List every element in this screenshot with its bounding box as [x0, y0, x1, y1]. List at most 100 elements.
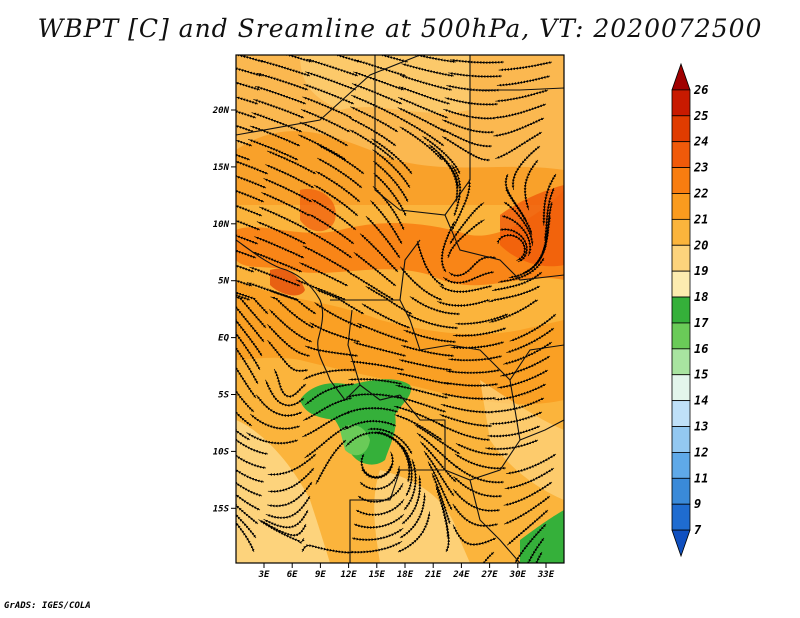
lat-tick-label: 5N: [218, 277, 229, 287]
streamline: [303, 368, 357, 380]
streamline: [236, 88, 259, 105]
streamline: [452, 327, 507, 338]
colorbar-label: 15: [694, 368, 708, 382]
credit-label: GrADS: IGES/COLA: [4, 601, 91, 611]
map-frame: [235, 54, 565, 564]
colorbar-swatch: [671, 167, 691, 194]
colorbar-label: 11: [694, 471, 708, 485]
streamline: [493, 103, 547, 119]
colorbar-swatch: [671, 452, 691, 479]
streamline: [351, 527, 404, 542]
streamline: [304, 345, 359, 358]
streamline: [357, 322, 409, 343]
streamline: [446, 368, 501, 375]
streamline: [439, 284, 493, 294]
streamline: [344, 406, 399, 414]
streamline: [450, 341, 505, 350]
streamline: [357, 55, 409, 63]
lon-tick-label: 3E: [258, 570, 270, 580]
streamline: [401, 63, 455, 78]
streamline: [440, 403, 495, 414]
longitude-axis: 3E 6E 9E 12E 15E 18E 21E 24E 27E 30E 33E: [258, 563, 555, 580]
lon-tick-label: 21E: [424, 570, 442, 580]
streamline: [442, 393, 497, 401]
colorbar-label: 24: [693, 135, 708, 149]
streamline: [452, 503, 499, 528]
streamline: [403, 329, 457, 344]
streamline: [236, 254, 255, 273]
streamline: [492, 397, 545, 413]
streamline: [440, 499, 451, 553]
colorbar-label: 18: [694, 290, 708, 304]
colorbar-label: 20: [693, 238, 708, 252]
streamline: [315, 439, 347, 485]
streamline: [349, 540, 403, 554]
streamline: [256, 394, 303, 417]
lat-tick-label: 20N: [212, 106, 230, 116]
colorbar-swatch: [671, 322, 691, 350]
colorbar-swatch: [671, 270, 691, 298]
colorbar-label: 23: [693, 161, 708, 175]
lat-tick-label: 15N: [213, 163, 230, 173]
streamline: [258, 519, 305, 544]
colorbar-swatch: [671, 529, 691, 558]
streamline: [455, 313, 509, 326]
streamline: [398, 359, 453, 372]
streamline: [495, 89, 549, 103]
lon-tick-label: 30E: [509, 570, 527, 580]
colorbar-swatch: [671, 374, 691, 402]
streamline: [355, 498, 405, 517]
colorbar-label: 25: [693, 109, 708, 123]
streamline: [348, 377, 403, 386]
streamline: [448, 355, 503, 362]
colorbar-swatch: [671, 89, 691, 117]
streamline: [444, 97, 499, 106]
streamline: [236, 55, 265, 63]
streamline: [301, 544, 353, 554]
streamline: [498, 61, 553, 72]
lat-tick-label: 10S: [213, 447, 230, 457]
colorbar-swatch: [671, 244, 691, 272]
lat-tick-label: EQ: [218, 334, 229, 344]
streamline: [397, 511, 431, 553]
latitude-axis: 20N 15N 10N 5N EQ 5S 10S 15S: [212, 106, 236, 514]
colorbar-swatch: [671, 193, 691, 220]
streamline: [309, 322, 361, 343]
lon-tick-label: 9E: [315, 570, 326, 580]
streamline: [450, 58, 505, 65]
streamline: [344, 419, 397, 431]
colorbar-label: 12: [694, 445, 708, 459]
colorbar-swatch: [671, 115, 691, 143]
streamline: [452, 524, 497, 546]
streamline: [443, 108, 497, 120]
colorbar: 26 25 24 23 22 21 20 19 18 17 16 15 14 13 12 11 9 7: [671, 62, 709, 558]
colorbar-swatch: [671, 218, 691, 246]
streamline: [397, 372, 451, 386]
colorbar-label: 21: [693, 212, 708, 226]
streamline: [496, 75, 551, 87]
colorbar-label: 17: [694, 316, 709, 330]
streamline: [353, 342, 407, 358]
colorbar-label: 22: [693, 186, 708, 200]
lon-tick-label: 33E: [537, 570, 555, 580]
colorbar-swatch: [671, 503, 691, 531]
lon-tick-label: 18E: [397, 570, 414, 580]
colorbar-swatch: [671, 62, 691, 91]
colorbar-label: 26: [693, 83, 708, 97]
streamlines: [236, 55, 557, 563]
chart-title: WBPT [C] and Sreamline at 500hPa, VT: 20…: [37, 14, 763, 43]
colorbar-swatch: [671, 477, 691, 505]
streamline: [236, 74, 261, 91]
streamline: [400, 266, 443, 301]
colorbar-label: 9: [694, 497, 701, 511]
lat-tick-label: 15S: [213, 504, 230, 514]
colorbar-label: 14: [694, 394, 708, 408]
country-boundaries: [236, 55, 564, 563]
streamline: [409, 296, 461, 316]
streamline: [442, 270, 495, 285]
colorbar-swatch: [671, 348, 691, 376]
streamline: [487, 425, 541, 438]
streamline: [404, 55, 457, 64]
lat-tick-label: 10N: [213, 220, 230, 230]
streamline: [236, 101, 257, 119]
